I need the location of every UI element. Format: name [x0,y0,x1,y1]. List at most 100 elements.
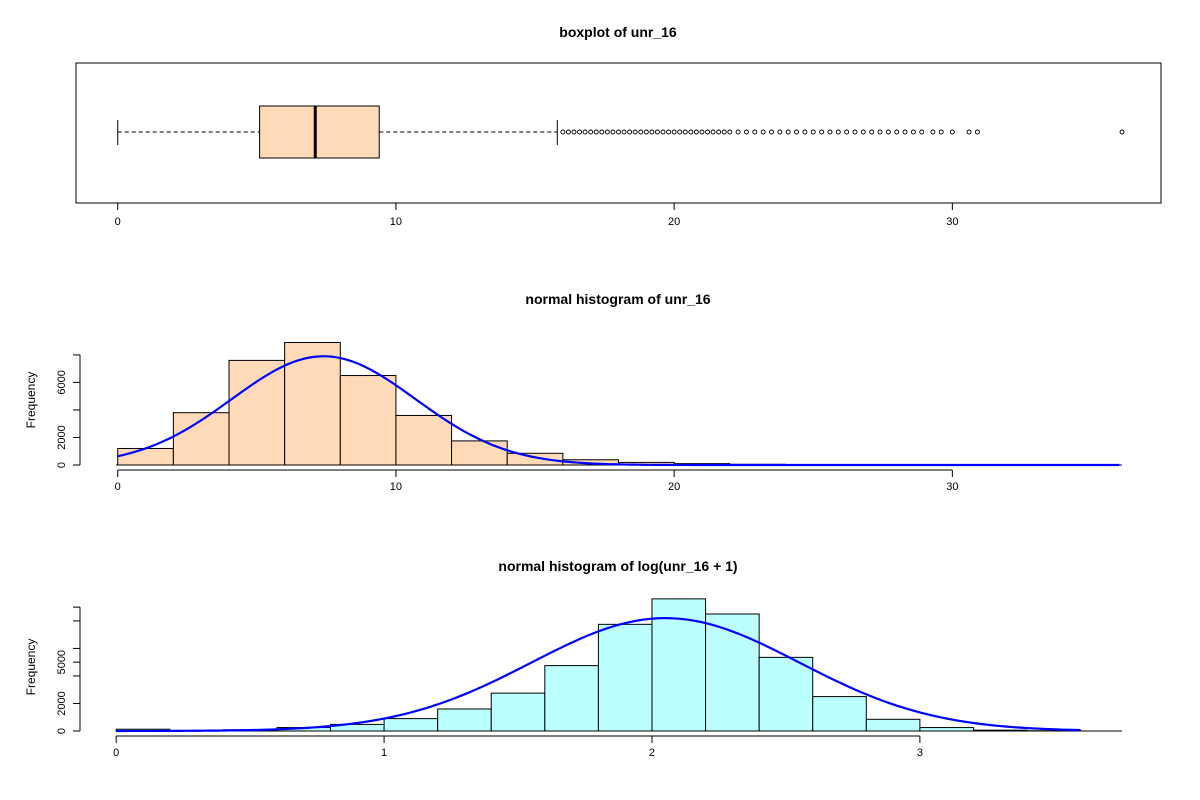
histogram-x-tick-label: 3 [917,747,923,759]
boxplot-outlier-point [930,129,936,135]
histogram-raw-curve [117,355,1120,467]
boxplot-outlier-point [621,129,627,135]
boxplot-outlier-point [688,129,694,135]
histogram-log-curve [116,617,1081,733]
histogram-bar [597,623,653,732]
boxplot-outlier-point [638,129,644,135]
histogram-bar [919,727,974,732]
histogram-bar [705,613,760,732]
histogram-y-tick-label: 5000 [56,650,68,674]
boxplot-outlier-point [949,129,955,135]
histogram-x-tick-label: 0 [115,481,121,493]
histogram-y-tick-label: 2000 [56,691,68,715]
boxplot-outlier-point [810,129,816,135]
boxplot-outlier-point [835,129,841,135]
histogram-bar [228,359,286,466]
histogram-bar [117,447,174,466]
histogram-bar [490,692,546,732]
boxplot-outlier-point [794,129,800,135]
boxplot-x-tick-label: 0 [115,216,121,228]
histogram-y-tick-label: 0 [56,462,68,468]
histogram-bar [451,440,508,466]
boxplot-outlier-point [752,129,758,135]
boxplot-outlier-point [885,129,891,135]
boxplot-outlier-point [710,129,716,135]
boxplot-x-axis: 0 10 20 30 [115,202,958,228]
boxplot-outlier-point [604,129,610,135]
boxplot-panel: boxplot of unr_16 0 10 20 30 [75,24,1162,228]
histogram-bar [544,665,599,732]
histogram-x-tick-label: 1 [381,747,387,759]
boxplot-outlier-point [616,129,621,135]
boxplot-outlier-point [660,129,666,135]
boxplot-outlier-point [565,129,571,135]
normal-density-curve [117,355,1120,467]
boxplot-outlier-point [844,129,850,135]
histogram-raw-x-axis: 0 10 20 30 [115,469,958,493]
boxplot-outlier-point [974,129,980,135]
histogram-bar [972,729,1028,732]
boxplot-outlier-point [571,129,577,135]
boxplot-outlier-point [682,129,688,135]
boxplot-outlier-point [894,129,900,135]
boxplot-outlier-point [632,129,638,135]
histogram-bar [506,452,564,466]
histogram-y-tick-label: 2000 [56,425,68,449]
histogram-bar [383,718,439,732]
histogram-bar [395,414,453,466]
boxplot-outlier-point [643,129,649,135]
boxplot-outlier-point [705,129,710,135]
boxplot-outlier-point [919,129,925,135]
boxplot-outlier-point [819,129,825,135]
boxplot-x-tick-label: 20 [668,216,680,228]
boxplot-outlier-point [902,129,908,135]
boxplot-outlier-point [760,129,766,135]
boxplot-outlier-point [693,129,699,135]
boxplot-outlier-point [721,129,727,135]
boxplot-outlier-point [671,129,677,135]
histogram-log-x-axis: 0 1 2 3 [113,735,923,759]
histogram-raw-ylabel: Frequency [24,372,38,429]
boxplot-outlier-point [716,129,722,135]
histogram-y-tick-label: 6000 [56,370,68,394]
boxplot-box [259,105,380,159]
histogram-log-y-axis: 0 2000 5000 [56,606,81,734]
histogram-bar [339,375,397,466]
boxplot-x-tick-label: 10 [390,216,402,228]
histogram-panel-log: normal histogram of log(unr_16 + 1) Freq… [24,558,1122,759]
boxplot-outliers [560,129,1125,135]
boxplot-outlier-point [869,129,875,135]
histogram-x-tick-label: 2 [649,747,655,759]
histogram-log-title: normal histogram of log(unr_16 + 1) [498,558,737,574]
boxplot-outlier-point [610,129,616,135]
boxplot-outlier-point [802,129,808,135]
histogram-x-tick-label: 0 [113,747,119,759]
histogram-bar [865,718,921,732]
histogram-log-bars [115,598,1082,732]
boxplot-outlier-point [677,129,683,135]
histogram-y-tick-label: 0 [56,728,68,734]
boxplot-outlier-point [966,129,972,135]
histogram-raw-bars [117,342,1120,466]
boxplot-body [117,105,558,159]
boxplot-outlier-point [577,129,583,135]
boxplot-outlier-point [785,129,791,135]
boxplot-outlier-point [593,129,599,135]
boxplot-outlier-point [588,129,594,135]
boxplot-outlier-point [852,129,858,135]
boxplot-outlier-point [666,129,672,135]
boxplot-outlier-point [877,129,883,135]
histogram-bar [651,598,707,732]
histogram-panel-raw: normal histogram of unr_16 Frequency 0 10… [24,291,1122,493]
boxplot-outlier-point [777,129,783,135]
boxplot-outlier-point [654,129,660,135]
boxplot-outlier-point [727,129,733,135]
boxplot-outlier-point [827,129,833,135]
boxplot-outlier-point [860,129,866,135]
histogram-bar [812,696,867,732]
histogram-log-ylabel: Frequency [24,639,38,696]
normal-density-curve [116,617,1081,733]
boxplot-outlier-point [582,129,588,135]
boxplot-outlier-point [938,129,944,135]
